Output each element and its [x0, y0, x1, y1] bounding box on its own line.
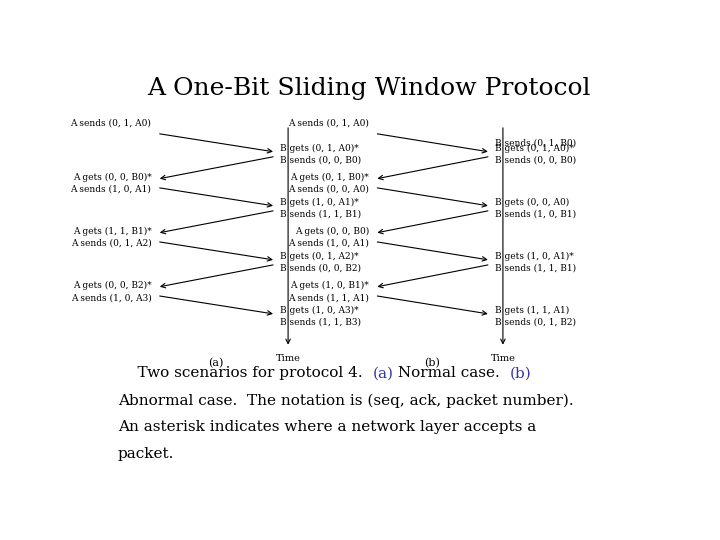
Text: Two scenarios for protocol 4.: Two scenarios for protocol 4. [118, 366, 372, 380]
Text: B gets (0, 0, A0): B gets (0, 0, A0) [495, 198, 569, 207]
Text: B gets (1, 1, A1): B gets (1, 1, A1) [495, 306, 569, 315]
Text: A sends (0, 1, A0): A sends (0, 1, A0) [71, 119, 151, 127]
Text: B gets (0, 1, A2)*: B gets (0, 1, A2)* [280, 252, 359, 261]
Text: A sends (1, 0, A1): A sends (1, 0, A1) [71, 185, 151, 194]
Text: (a): (a) [372, 366, 393, 380]
Text: B gets (0, 1, A0)*: B gets (0, 1, A0)* [280, 144, 359, 152]
Text: A sends (1, 1, A1): A sends (1, 1, A1) [288, 293, 369, 302]
Text: packet.: packet. [118, 447, 174, 461]
Text: (b): (b) [424, 358, 440, 368]
Text: B sends (0, 0, B0): B sends (0, 0, B0) [280, 156, 361, 165]
Text: Normal case.: Normal case. [393, 366, 510, 380]
Text: B gets (1, 0, A1)*: B gets (1, 0, A1)* [495, 252, 573, 261]
Text: A gets (0, 0, B2)*: A gets (0, 0, B2)* [73, 281, 151, 290]
Text: A gets (1, 1, B1)*: A gets (1, 1, B1)* [73, 227, 151, 235]
Text: Time: Time [490, 354, 516, 363]
Text: B sends (1, 1, B1): B sends (1, 1, B1) [495, 264, 576, 273]
Text: A sends (0, 0, A0): A sends (0, 0, A0) [288, 185, 369, 194]
Text: (a): (a) [208, 358, 223, 368]
Text: A gets (0, 0, B0): A gets (0, 0, B0) [294, 227, 369, 235]
Text: B sends (0, 1, B0): B sends (0, 1, B0) [495, 139, 576, 147]
Text: B sends (0, 1, B2): B sends (0, 1, B2) [495, 318, 575, 327]
Text: (b): (b) [510, 366, 531, 380]
Text: B sends (1, 1, B1): B sends (1, 1, B1) [280, 210, 361, 219]
Text: A sends (1, 0, A3): A sends (1, 0, A3) [71, 293, 151, 302]
Text: A gets (0, 1, B0)*: A gets (0, 1, B0)* [290, 172, 369, 181]
Text: Time: Time [276, 354, 300, 363]
Text: A sends (1, 0, A1): A sends (1, 0, A1) [288, 239, 369, 248]
Text: B sends (1, 0, B1): B sends (1, 0, B1) [495, 210, 576, 219]
Text: B gets (1, 0, A1)*: B gets (1, 0, A1)* [280, 198, 359, 207]
Text: An asterisk indicates where a network layer accepts a: An asterisk indicates where a network la… [118, 420, 536, 434]
Text: A sends (0, 1, A0): A sends (0, 1, A0) [288, 119, 369, 127]
Text: B sends (0, 0, B2): B sends (0, 0, B2) [280, 264, 361, 273]
Text: A gets (0, 0, B0)*: A gets (0, 0, B0)* [73, 172, 151, 181]
Text: B gets (0, 1, A0)*: B gets (0, 1, A0)* [495, 144, 573, 152]
Text: A gets (1, 0, B1)*: A gets (1, 0, B1)* [290, 281, 369, 290]
Text: Abnormal case.  The notation is (seq, ack, packet number).: Abnormal case. The notation is (seq, ack… [118, 393, 574, 408]
Text: B gets (1, 0, A3)*: B gets (1, 0, A3)* [280, 306, 359, 315]
Text: A sends (0, 1, A2): A sends (0, 1, A2) [71, 239, 151, 248]
Text: B sends (1, 1, B3): B sends (1, 1, B3) [280, 318, 361, 327]
Text: A One-Bit Sliding Window Protocol: A One-Bit Sliding Window Protocol [148, 77, 590, 100]
Text: B sends (0, 0, B0): B sends (0, 0, B0) [495, 156, 576, 165]
